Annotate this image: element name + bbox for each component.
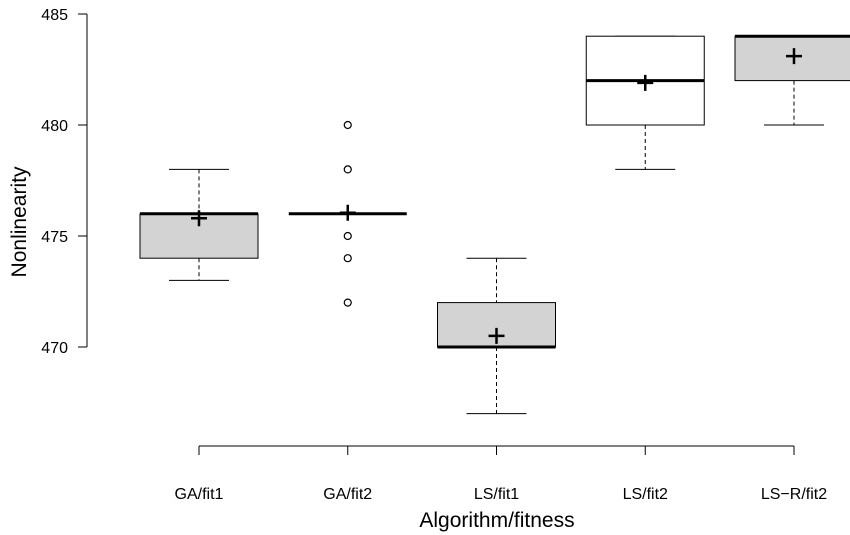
outlier-point bbox=[343, 254, 352, 263]
y-tick-label: 470 bbox=[41, 340, 68, 357]
y-tick-label: 475 bbox=[41, 229, 68, 246]
mean-marker bbox=[339, 204, 356, 221]
x-axis-label: Algorithm/fitness bbox=[419, 509, 574, 532]
outlier-point bbox=[343, 231, 352, 241]
outlier-point bbox=[343, 298, 352, 307]
y-tick-label: 480 bbox=[41, 118, 68, 135]
box-group bbox=[585, 35, 705, 170]
x-tick-label: LS/fit1 bbox=[474, 486, 519, 503]
y-tick-label: 485 bbox=[41, 7, 68, 24]
mean-marker bbox=[191, 210, 207, 227]
mean-marker bbox=[786, 48, 802, 65]
outlier-point bbox=[343, 165, 352, 174]
y-axis: 470 475 480 485 bbox=[41, 7, 88, 357]
box-group bbox=[139, 168, 259, 281]
box-group bbox=[288, 120, 407, 307]
x-tick-label: GA/fit2 bbox=[323, 486, 372, 503]
x-tick-label: LS/fit2 bbox=[623, 486, 668, 503]
outlier-point bbox=[343, 120, 352, 130]
mean-marker bbox=[637, 74, 654, 91]
box-iqr bbox=[734, 35, 850, 82]
box-group bbox=[734, 34, 850, 126]
x-tick-label: LS−R/fit2 bbox=[761, 486, 827, 503]
x-axis: GA/fit1 GA/fit2 LS/fit1 LS/fit2 LS−R/fit2 bbox=[175, 445, 827, 503]
x-tick-label: GA/fit1 bbox=[175, 486, 224, 503]
y-axis-label: Nonlinearity bbox=[8, 166, 31, 277]
mean-marker bbox=[488, 327, 505, 344]
plot-area bbox=[139, 34, 850, 415]
box-group bbox=[437, 257, 556, 415]
